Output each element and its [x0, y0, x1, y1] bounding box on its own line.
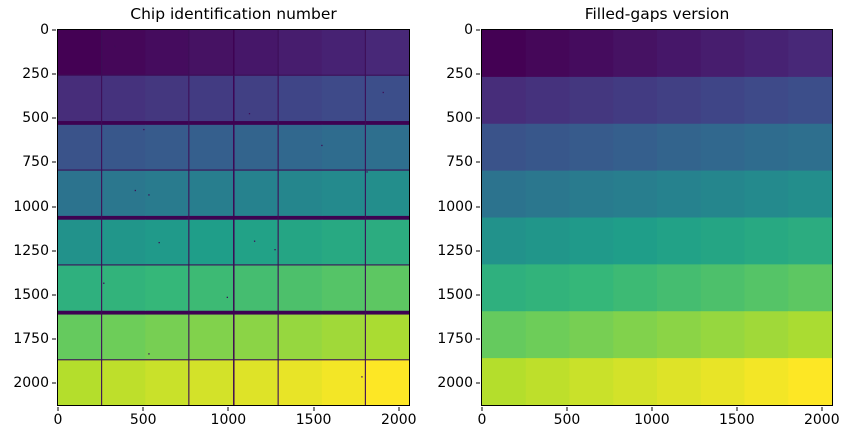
y-axis-tick-label: 1750	[13, 331, 49, 348]
y-axis-tick	[52, 382, 56, 384]
y-axis-tick	[52, 117, 56, 119]
y-axis-tick-label: 1250	[437, 242, 473, 259]
y-axis-tick	[52, 206, 56, 208]
y-axis-tick-label: 250	[446, 66, 473, 83]
x-axis-tick-label: 1500	[295, 412, 332, 428]
x-axis-tick	[313, 407, 315, 411]
y-axis-tick	[52, 338, 56, 340]
right-plot-title: Filled-gaps version	[584, 5, 730, 23]
y-axis-tick-label: 1000	[437, 198, 473, 215]
x-axis-tick-label: 2000	[380, 412, 417, 428]
x-axis-tick-label: 1500	[719, 412, 755, 428]
y-axis-tick	[476, 117, 480, 119]
y-axis-tick	[476, 338, 480, 340]
y-axis-tick	[476, 382, 480, 384]
y-axis-tick	[52, 294, 56, 296]
y-axis-tick-label: 1250	[13, 242, 49, 259]
y-axis-tick	[52, 250, 56, 252]
y-axis-tick	[476, 250, 480, 252]
y-axis-tick-label: 750	[22, 154, 49, 171]
y-axis-tick	[476, 294, 480, 296]
axes-filled-gaps: Filled-gaps version 0 500 1000 1500 2000 0 250…	[437, 5, 839, 427]
heatmap-filled-gaps-canvas	[482, 30, 832, 405]
y-axis-tick-label: 1500	[13, 286, 49, 303]
y-axis-tick-label: 500	[22, 110, 49, 127]
y-axis-tick	[52, 73, 56, 75]
y-axis-tick	[476, 29, 480, 31]
y-axis-tick-label: 1500	[437, 286, 473, 303]
heatmap-chip-id-canvas	[58, 30, 409, 405]
x-axis-tick-label: 1000	[634, 412, 670, 428]
x-axis-tick-label: 2000	[803, 412, 840, 428]
y-axis-tick	[476, 206, 480, 208]
x-axis-tick-label: 0	[53, 412, 63, 428]
axes-chip-identification: Chip identification number 0 500 1000 1500 2…	[13, 5, 416, 427]
y-axis-tick-label: 1750	[437, 331, 473, 348]
x-axis-tick	[651, 407, 653, 411]
x-axis-tick-label: 500	[553, 412, 581, 428]
y-axis-tick-label: 0	[464, 22, 473, 38]
x-axis-tick	[398, 407, 400, 411]
x-axis-tick	[736, 407, 738, 411]
y-axis-tick	[52, 161, 56, 163]
y-axis-tick	[52, 29, 56, 31]
x-axis-tick-label: 1000	[210, 412, 247, 428]
y-axis-tick-label: 2000	[13, 375, 49, 392]
y-axis-tick-label: 250	[22, 66, 49, 83]
y-axis-tick-label: 500	[446, 110, 473, 127]
y-axis-tick-label: 0	[40, 22, 49, 38]
left-plot-title: Chip identification number	[130, 5, 337, 23]
x-axis-tick	[227, 407, 229, 411]
x-axis-tick	[142, 407, 144, 411]
x-axis-tick	[566, 407, 568, 411]
x-axis-tick	[481, 407, 483, 411]
x-axis-tick	[57, 407, 59, 411]
x-axis-tick-label: 0	[477, 412, 487, 428]
y-axis-tick-label: 1000	[13, 198, 49, 215]
y-axis-tick-label: 750	[446, 154, 473, 171]
y-axis-tick-label: 2000	[437, 375, 473, 392]
x-axis-tick	[821, 407, 823, 411]
x-axis-tick-label: 500	[129, 412, 157, 428]
y-axis-tick	[476, 73, 480, 75]
y-axis-tick	[476, 161, 480, 163]
